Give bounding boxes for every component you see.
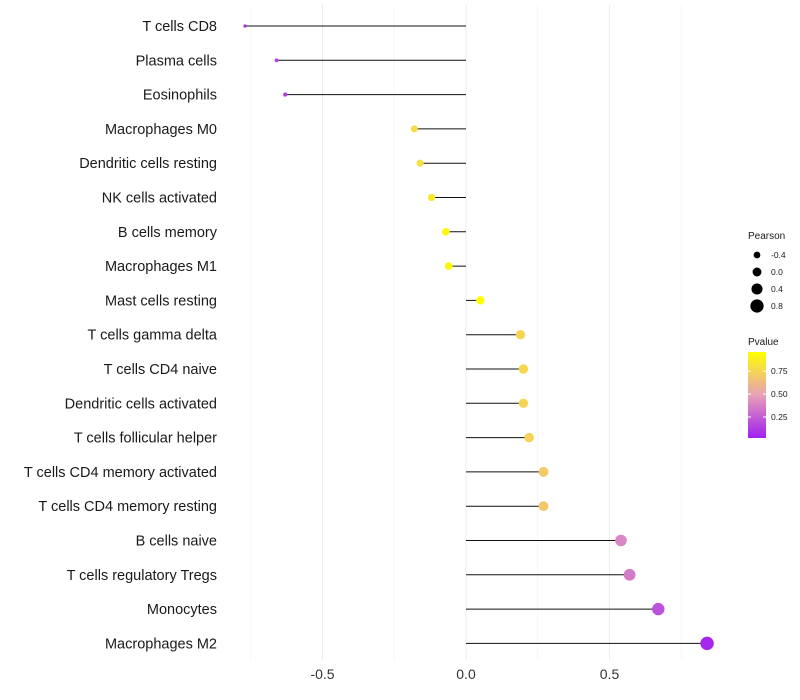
category-labels: T cells CD8 Plasma cells Eosinophils Macrop… bbox=[24, 19, 218, 652]
category-label: Mast cells resting bbox=[105, 293, 217, 309]
lollipop-dot bbox=[623, 568, 636, 581]
category-label: T cells CD8 bbox=[142, 19, 217, 35]
lollipop-dot bbox=[283, 92, 288, 97]
category-label: T cells CD4 memory activated bbox=[24, 465, 217, 481]
size-legend-label: 0.0 bbox=[771, 267, 783, 277]
category-label: B cells naive bbox=[136, 534, 217, 550]
category-label: Monocytes bbox=[147, 602, 217, 618]
lollipop-dot bbox=[652, 602, 665, 616]
lollipop-dot bbox=[615, 534, 627, 547]
size-legend-label: -0.4 bbox=[771, 250, 786, 260]
category-label: T cells regulatory Tregs bbox=[67, 568, 217, 584]
lollipop-dot bbox=[442, 227, 450, 236]
size-legend-label: 0.8 bbox=[771, 301, 783, 311]
category-label: NK cells activated bbox=[102, 191, 217, 207]
color-legend-label: 0.25 bbox=[771, 412, 788, 422]
size-legend-label: 0.4 bbox=[771, 284, 783, 294]
x-tick-label: 0.5 bbox=[600, 666, 620, 682]
color-legend-bar bbox=[748, 352, 766, 438]
category-label: Macrophages M2 bbox=[105, 636, 217, 652]
lollipop-dot bbox=[538, 466, 549, 477]
color-legend: Pvalue 0.25 0.50 0.75 bbox=[748, 337, 788, 438]
category-label: T cells CD4 naive bbox=[104, 362, 217, 378]
category-label: B cells memory bbox=[118, 225, 218, 241]
category-label: T cells follicular helper bbox=[74, 431, 217, 447]
category-label: Dendritic cells resting bbox=[79, 156, 217, 172]
size-legend: Pearson -0.4 0.0 0.4 0.8 bbox=[748, 231, 786, 313]
category-label: Dendritic cells activated bbox=[65, 396, 217, 412]
category-label: Eosinophils bbox=[143, 88, 217, 104]
color-legend-title: Pvalue bbox=[748, 337, 779, 348]
x-axis-ticks: -0.5 0.0 0.5 bbox=[310, 666, 619, 682]
lollipop-dot bbox=[243, 24, 247, 28]
x-tick-label: -0.5 bbox=[310, 666, 334, 682]
lollipop-dot bbox=[515, 330, 526, 340]
lollipop-sticks bbox=[245, 25, 708, 644]
size-legend-key bbox=[750, 299, 764, 313]
x-tick-label: 0.0 bbox=[456, 666, 476, 682]
lollipop-dot bbox=[476, 296, 485, 305]
lollipop-dot bbox=[538, 501, 549, 512]
color-legend-label: 0.50 bbox=[771, 389, 788, 399]
color-legend-label: 0.75 bbox=[771, 366, 788, 376]
category-label: Macrophages M1 bbox=[105, 259, 217, 275]
lollipop-dot bbox=[427, 193, 436, 202]
size-legend-key bbox=[751, 283, 763, 295]
category-label: T cells CD4 memory resting bbox=[38, 499, 217, 515]
lollipop-dot bbox=[274, 58, 279, 63]
size-legend-title: Pearson bbox=[748, 231, 785, 242]
grid-lines bbox=[250, 5, 682, 660]
lollipop-dots bbox=[243, 24, 714, 651]
size-legend-key bbox=[753, 251, 761, 259]
lollipop-dot bbox=[518, 364, 529, 374]
category-label: Plasma cells bbox=[136, 53, 217, 69]
lollipop-dot bbox=[518, 398, 529, 408]
lollipop-dot bbox=[410, 125, 418, 133]
lollipop-dot bbox=[524, 432, 534, 443]
lollipop-dot bbox=[700, 636, 714, 651]
size-legend-key bbox=[752, 267, 762, 277]
lollipop-dot bbox=[444, 262, 453, 270]
category-label: Macrophages M0 bbox=[105, 122, 217, 138]
lollipop-dot bbox=[416, 159, 424, 167]
category-label: T cells gamma delta bbox=[88, 328, 218, 344]
